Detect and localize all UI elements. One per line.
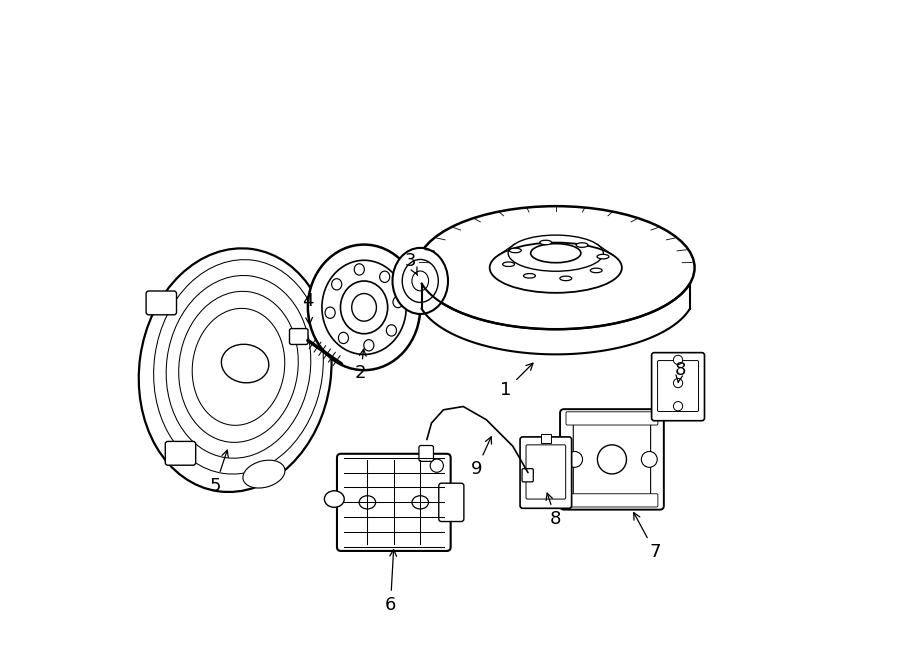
- Ellipse shape: [392, 248, 448, 314]
- Text: 6: 6: [385, 549, 397, 614]
- FancyBboxPatch shape: [146, 291, 176, 315]
- Ellipse shape: [324, 490, 344, 508]
- Ellipse shape: [331, 279, 342, 290]
- Bar: [541, 434, 551, 443]
- FancyBboxPatch shape: [658, 360, 698, 411]
- Circle shape: [673, 378, 683, 387]
- Text: 5: 5: [210, 450, 229, 495]
- Circle shape: [673, 401, 683, 411]
- Text: 8: 8: [674, 361, 686, 382]
- FancyBboxPatch shape: [566, 412, 658, 425]
- Ellipse shape: [243, 460, 285, 488]
- Text: 2: 2: [355, 349, 366, 383]
- Ellipse shape: [340, 281, 388, 334]
- Ellipse shape: [359, 496, 375, 509]
- Text: 7: 7: [634, 513, 661, 561]
- Text: 4: 4: [302, 292, 313, 325]
- Circle shape: [673, 355, 683, 365]
- FancyBboxPatch shape: [439, 483, 464, 522]
- Text: 3: 3: [405, 252, 418, 276]
- FancyBboxPatch shape: [166, 442, 195, 465]
- Ellipse shape: [412, 496, 428, 509]
- FancyBboxPatch shape: [573, 421, 651, 498]
- Ellipse shape: [386, 325, 397, 336]
- Ellipse shape: [393, 296, 403, 307]
- Ellipse shape: [322, 260, 406, 354]
- Ellipse shape: [597, 254, 609, 259]
- FancyBboxPatch shape: [290, 329, 308, 344]
- Ellipse shape: [502, 262, 515, 266]
- Ellipse shape: [364, 340, 374, 351]
- Ellipse shape: [380, 271, 390, 282]
- Circle shape: [642, 451, 657, 467]
- Ellipse shape: [338, 332, 348, 344]
- Ellipse shape: [352, 293, 376, 321]
- FancyBboxPatch shape: [526, 445, 566, 499]
- Ellipse shape: [531, 244, 580, 262]
- FancyBboxPatch shape: [337, 453, 451, 551]
- Ellipse shape: [325, 307, 335, 319]
- FancyBboxPatch shape: [566, 494, 658, 507]
- Ellipse shape: [308, 245, 420, 370]
- FancyBboxPatch shape: [560, 409, 664, 510]
- FancyBboxPatch shape: [520, 437, 572, 508]
- Ellipse shape: [590, 268, 602, 273]
- Text: 1: 1: [500, 363, 533, 399]
- Circle shape: [598, 445, 626, 474]
- Ellipse shape: [524, 274, 536, 278]
- Ellipse shape: [576, 243, 588, 247]
- Ellipse shape: [560, 276, 572, 281]
- Ellipse shape: [355, 264, 365, 275]
- Text: 8: 8: [546, 493, 562, 528]
- FancyBboxPatch shape: [418, 446, 434, 461]
- Ellipse shape: [509, 248, 521, 253]
- Ellipse shape: [540, 240, 552, 245]
- FancyBboxPatch shape: [522, 469, 534, 482]
- Circle shape: [567, 451, 582, 467]
- Text: 9: 9: [471, 437, 491, 479]
- FancyBboxPatch shape: [652, 352, 705, 421]
- Circle shape: [430, 459, 444, 472]
